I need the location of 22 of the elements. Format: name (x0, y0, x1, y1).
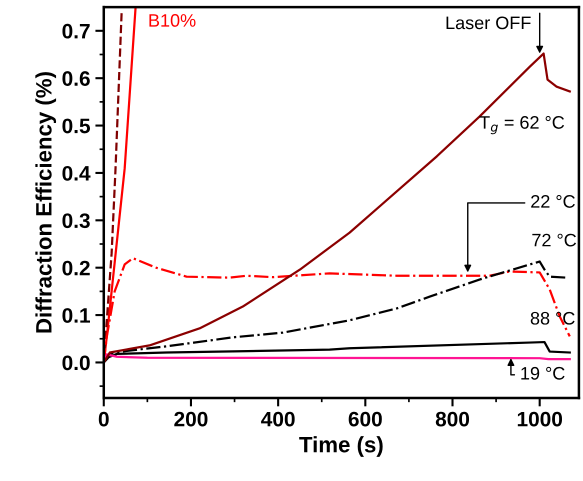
x-tick-label: 600 (348, 412, 382, 426)
y-tick-label: 0.1 (62, 308, 90, 323)
y-axis-title: Diffraction Efficiency (%) (35, 72, 56, 333)
x-tick-label: 0 (98, 412, 109, 426)
x-tick-label: 400 (261, 412, 295, 426)
y-tick-label: 0.3 (62, 213, 90, 228)
y-tick-label: 0.7 (62, 24, 90, 39)
y-tick-label: 0.4 (62, 166, 90, 181)
annotation: T$_{g}$ = 62 °C (480, 116, 564, 134)
y-tick-label: 0.6 (62, 71, 90, 86)
y-tick-label: 0.2 (62, 260, 90, 276)
y-tick-label: 0.0 (62, 355, 90, 370)
annotation: 22 °C (531, 195, 575, 208)
x-tick-label: 200 (174, 412, 208, 426)
y-tick-label: 0.5 (62, 118, 90, 134)
x-axis-title: Time (s) (299, 436, 383, 457)
x-tick-label: 800 (436, 412, 470, 426)
annotation: 19 °C (521, 366, 565, 380)
annotation: Laser OFF (446, 16, 531, 30)
annotation: 72 °C (532, 234, 576, 246)
x-tick-label: 1000 (518, 412, 562, 426)
annotation: B10% (149, 14, 196, 27)
